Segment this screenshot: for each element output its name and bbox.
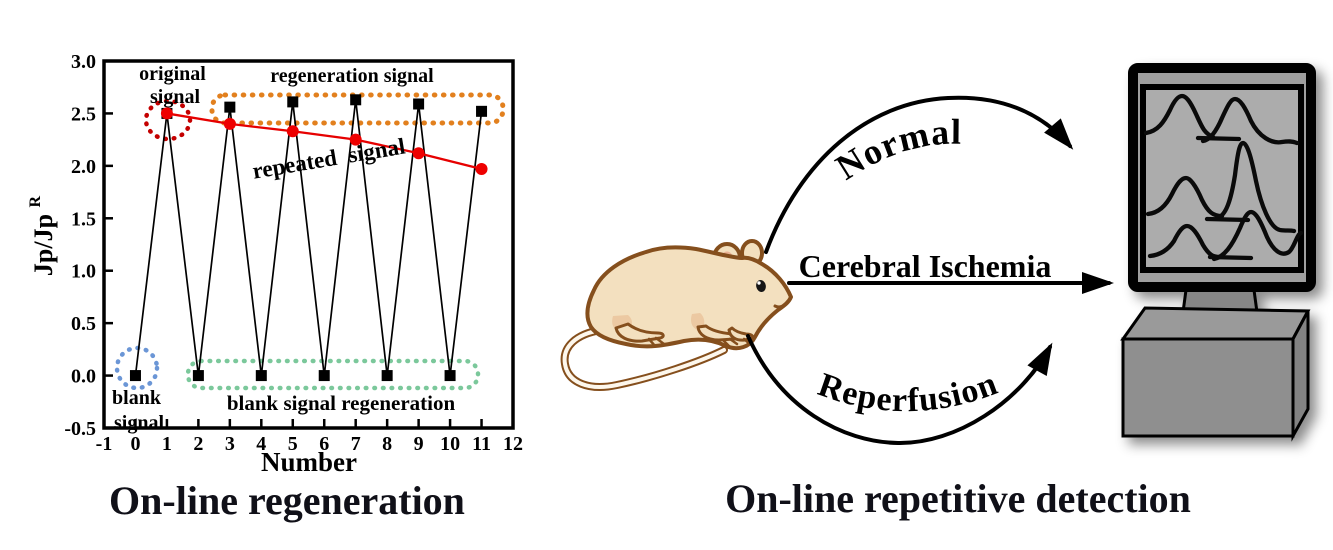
- data-point-square: [381, 370, 393, 382]
- rat-hind-toes: [647, 336, 666, 348]
- rat-illustration: [560, 239, 793, 391]
- series-layer: [129, 94, 488, 382]
- regeneration-signal-box: [209, 92, 506, 126]
- signal-peak: [1214, 140, 1297, 234]
- x-tick-label: 10: [440, 433, 460, 455]
- signal-peak: [1211, 209, 1304, 262]
- y-tick-label: 2.0: [71, 156, 96, 178]
- data-point-square: [192, 370, 204, 382]
- rat-mouth: [773, 299, 791, 309]
- reperfusion-label: Reperfusion: [814, 365, 1003, 419]
- y-tick-label: 0.5: [71, 313, 96, 335]
- data-point-square: [224, 101, 236, 113]
- x-tick-label: 9: [414, 433, 424, 455]
- x-tick-label: 11: [472, 433, 491, 455]
- signal-peak: [1145, 175, 1225, 219]
- data-point-square: [287, 96, 299, 108]
- data-point-circle: [349, 133, 362, 146]
- data-point-square: [444, 370, 456, 382]
- y-tick-label: 3.0: [71, 51, 96, 73]
- y-tick-label: -0.5: [64, 418, 96, 440]
- y-tick-label: 2.5: [71, 103, 96, 125]
- right-caption: On-line repetitive detection: [725, 476, 1191, 521]
- blank-signal-circle: [114, 345, 160, 391]
- data-point-circle: [412, 147, 425, 160]
- chart-annotation-shapes: [114, 92, 506, 391]
- series-line: [166, 112, 482, 171]
- data-point-square: [476, 105, 488, 117]
- original-signal-circle: [143, 98, 193, 142]
- normal-arrow: [764, 95, 1074, 254]
- data-point-circle: [286, 125, 299, 138]
- rat-eye-highlight: [757, 281, 761, 285]
- repeated-signal-label: repeated signal: [251, 134, 407, 184]
- x-tick-label: 8: [382, 433, 392, 455]
- data-point-square: [129, 370, 141, 382]
- data-point-square: [413, 98, 425, 110]
- original-signal-label: original signal: [139, 63, 211, 108]
- signal-dash: [1207, 254, 1254, 261]
- x-tick-label: 12: [503, 433, 523, 455]
- blank-regeneration-box: [185, 358, 481, 391]
- x-ticks: -1 0 1 2 3 4 5 6 7 8 9 10 11 12: [96, 419, 523, 455]
- regeneration-chart: -1 0 1 2 3 4 5 6 7 8 9 10 11 12 -0.50.00.51.01.52.02.…: [27, 51, 523, 477]
- rat-front-toes-far: [721, 337, 739, 348]
- y-tick-label: 0.0: [71, 366, 96, 388]
- tower-top-face: [1120, 306, 1311, 341]
- y-axis-title: Jp/Jp R: [27, 195, 58, 276]
- x-tick-label: 7: [351, 433, 361, 455]
- y-ticks: -0.5 0.0 0.5 1.0 1.5 2.0 2.5 3.0: [64, 51, 113, 440]
- blank-signal-label: blank signal: [112, 387, 166, 434]
- reperfusion-arrow: [746, 334, 1053, 446]
- y-tick-label: 1.0: [71, 261, 96, 283]
- regeneration-signal-label: regeneration signal: [270, 65, 434, 87]
- blank-regeneration-label: blank signal regeneration: [227, 391, 456, 415]
- data-point-circle: [160, 107, 173, 120]
- signal-peak: [1143, 93, 1216, 140]
- x-axis-title: Number: [261, 447, 357, 477]
- x-tick-label: -1: [96, 433, 113, 455]
- x-tick-label: 1: [162, 433, 172, 455]
- signal-dash: [1195, 135, 1242, 142]
- signal-peaks: [1143, 93, 1304, 262]
- plot-border: [102, 59, 515, 430]
- left-caption: On-line regeneration: [109, 478, 465, 523]
- data-point-circle: [475, 163, 488, 176]
- computer-illustration: [1120, 63, 1316, 442]
- x-tick-label: 2: [193, 433, 203, 455]
- data-point-square: [255, 370, 267, 382]
- x-tick-label: 5: [288, 433, 298, 455]
- x-tick-label: 6: [319, 433, 329, 455]
- y-tick-label: 1.5: [71, 208, 96, 230]
- rat-front-toes-near: [742, 337, 752, 346]
- rat-body: [585, 245, 793, 351]
- normal-label: Normal: [829, 112, 962, 188]
- tower-front-face: [1121, 337, 1295, 438]
- data-point-square: [350, 94, 362, 106]
- signal-dash: [1204, 216, 1251, 223]
- rat-tail-inner: [562, 328, 726, 389]
- ischemia-label: Cerebral Ischemia: [799, 248, 1052, 284]
- series-line: [134, 99, 483, 376]
- x-tick-label: 3: [225, 433, 235, 455]
- rat-hind-foot: [614, 322, 665, 343]
- detection-diagram: Normal Cerebral Ischemia Reperfusion: [560, 63, 1316, 446]
- x-tick-label: 4: [256, 433, 266, 455]
- data-point-square: [318, 370, 330, 382]
- x-tick-label: 0: [130, 433, 140, 455]
- signal-peak: [1147, 223, 1223, 260]
- data-point-circle: [223, 117, 236, 130]
- signal-peak: [1200, 96, 1300, 146]
